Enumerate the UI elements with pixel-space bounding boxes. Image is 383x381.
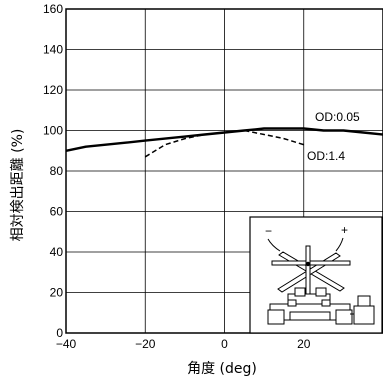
- inset-diagram: − +: [249, 216, 383, 334]
- plot-frame: [65, 8, 383, 334]
- y-tick-label: 0: [56, 326, 63, 340]
- x-tick-label: −40: [56, 337, 77, 351]
- y-tick-label: 120: [43, 83, 63, 97]
- series-layer: [65, 127, 383, 158]
- inset-plus-arrow: [335, 237, 344, 252]
- inset-device: [267, 287, 375, 325]
- y-axis-title: 相対検出距離 (%): [9, 129, 26, 242]
- inset-plus-label: +: [341, 223, 348, 237]
- y-tick-label: 160: [43, 2, 63, 16]
- inset-minus-label: −: [265, 224, 272, 238]
- series-label-od-005: OD:0.05: [315, 110, 360, 124]
- x-tick-label: 20: [297, 337, 311, 351]
- y-tick-label: 40: [50, 245, 64, 259]
- x-tick-label: −20: [135, 337, 156, 351]
- y-tick-label: 140: [43, 43, 63, 57]
- series-line: [144, 129, 305, 158]
- y-tick-label: 100: [43, 124, 63, 138]
- y-tick-labels: 0 20 40 60 80 100 120 140 160: [43, 2, 63, 340]
- inset-minus-arrow: [267, 238, 281, 252]
- inset-swing-bars: [271, 245, 351, 297]
- x-tick-label: 0: [221, 337, 228, 351]
- y-tick-label: 20: [50, 286, 64, 300]
- y-tick-label: 80: [50, 164, 64, 178]
- series-label-od-14: OD:1.4: [307, 149, 345, 163]
- x-axis-title: 角度 (deg): [187, 361, 257, 377]
- inset-pivot: [305, 261, 311, 267]
- y-tick-label: 60: [50, 205, 64, 219]
